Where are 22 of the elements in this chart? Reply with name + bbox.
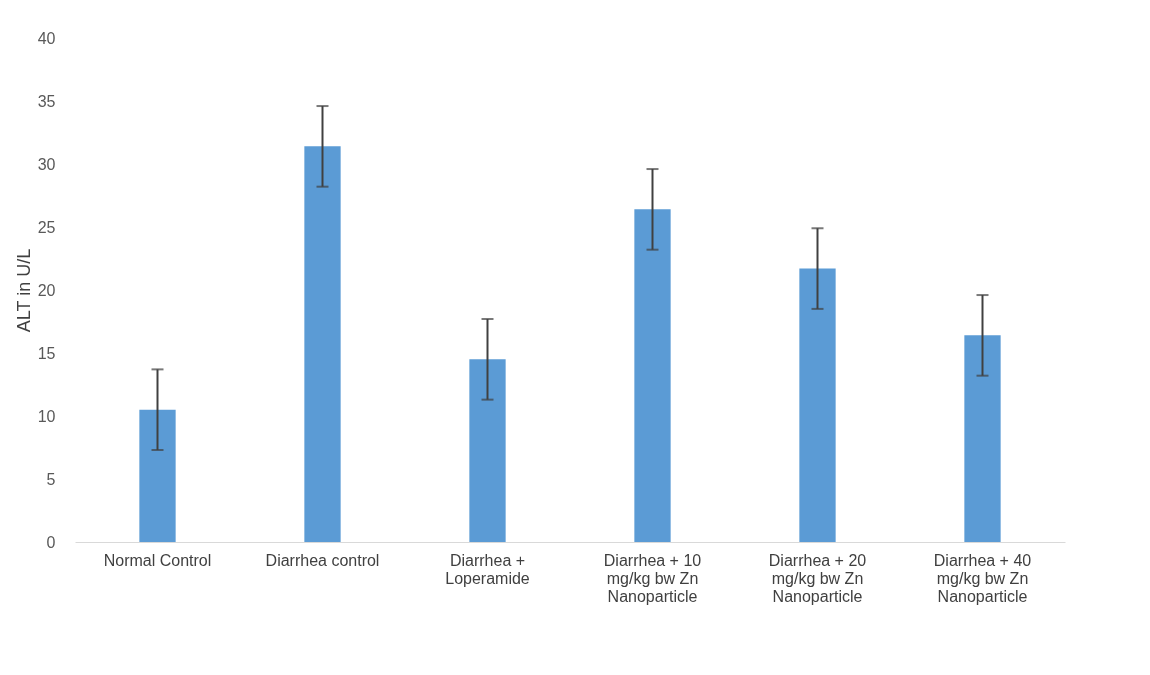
y-tick-label: 40 [37, 29, 56, 47]
x-tick-label: Diarrhea + 40 mg/kg bw Zn Nanoparticle [933, 551, 1032, 605]
x-tick-label: Normal Control [103, 551, 212, 569]
bar [634, 209, 671, 542]
x-tick-label: Diarrhea + 10 mg/kg bw Zn Nanoparticle [603, 551, 702, 605]
bar [304, 146, 341, 542]
bar [139, 409, 176, 542]
x-tick-label: Diarrhea + Loperamide [445, 551, 530, 587]
x-tick-label: Diarrhea + 20 mg/kg bw Zn Nanoparticle [768, 551, 867, 605]
bar [964, 335, 1001, 542]
y-tick-label: 10 [37, 407, 56, 425]
y-tick-label: 35 [37, 92, 56, 110]
bar [469, 359, 506, 542]
y-tick-label: 0 [46, 533, 56, 551]
x-tick-label: Diarrhea control [265, 551, 380, 569]
y-tick-label: 20 [37, 281, 56, 299]
y-tick-label: 5 [46, 470, 56, 488]
y-axis-title: ALT in U/L [13, 248, 34, 333]
y-tick-label: 15 [37, 344, 56, 362]
y-tick-label: 25 [37, 218, 56, 236]
y-tick-label: 30 [37, 155, 56, 173]
bar [799, 268, 836, 542]
